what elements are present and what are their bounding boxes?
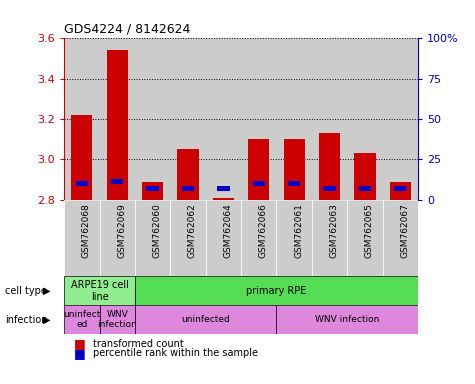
Bar bbox=[284, 139, 305, 200]
Bar bbox=[177, 149, 199, 200]
Bar bbox=[390, 182, 411, 200]
Text: ■: ■ bbox=[74, 337, 86, 350]
Bar bbox=[213, 198, 234, 200]
Bar bbox=[182, 186, 194, 190]
Bar bbox=[241, 200, 276, 276]
Bar bbox=[170, 38, 206, 200]
Text: GSM762064: GSM762064 bbox=[223, 204, 232, 258]
Bar bbox=[206, 38, 241, 200]
Text: GSM762062: GSM762062 bbox=[188, 204, 197, 258]
Text: transformed count: transformed count bbox=[93, 339, 183, 349]
Text: uninfect
ed: uninfect ed bbox=[63, 310, 101, 329]
Bar bbox=[135, 305, 276, 334]
Text: GSM762067: GSM762067 bbox=[400, 204, 409, 258]
Bar bbox=[241, 38, 276, 200]
Text: cell type: cell type bbox=[5, 286, 47, 296]
Bar bbox=[99, 305, 135, 334]
Bar bbox=[71, 115, 93, 200]
Text: WNV infection: WNV infection bbox=[315, 315, 380, 324]
Text: GSM762063: GSM762063 bbox=[330, 204, 339, 258]
Text: GSM762061: GSM762061 bbox=[294, 204, 303, 258]
Bar bbox=[288, 181, 300, 185]
Text: primary RPE: primary RPE bbox=[246, 286, 307, 296]
Bar bbox=[217, 186, 229, 190]
Bar bbox=[64, 38, 100, 200]
Text: GSM762060: GSM762060 bbox=[152, 204, 162, 258]
Bar bbox=[146, 186, 159, 190]
Bar bbox=[135, 276, 418, 305]
Bar bbox=[206, 200, 241, 276]
Bar bbox=[323, 186, 336, 190]
Text: ▶: ▶ bbox=[43, 314, 50, 325]
Bar bbox=[347, 38, 383, 200]
Text: GSM762069: GSM762069 bbox=[117, 204, 126, 258]
Bar bbox=[312, 38, 347, 200]
Bar bbox=[383, 200, 418, 276]
Bar bbox=[253, 181, 265, 185]
Bar bbox=[359, 186, 371, 190]
Bar bbox=[248, 139, 269, 200]
Bar bbox=[142, 182, 163, 200]
Text: GDS4224 / 8142624: GDS4224 / 8142624 bbox=[64, 23, 190, 36]
Bar bbox=[64, 305, 100, 334]
Text: ARPE19 cell
line: ARPE19 cell line bbox=[71, 280, 128, 302]
Bar bbox=[135, 38, 171, 200]
Bar bbox=[106, 50, 128, 200]
Text: ■: ■ bbox=[74, 347, 86, 360]
Text: ▶: ▶ bbox=[43, 286, 50, 296]
Bar bbox=[170, 200, 206, 276]
Text: GSM762065: GSM762065 bbox=[365, 204, 374, 258]
Bar bbox=[276, 200, 312, 276]
Bar bbox=[99, 38, 135, 200]
Bar bbox=[76, 181, 88, 185]
Bar bbox=[99, 200, 135, 276]
Bar bbox=[383, 38, 418, 200]
Bar bbox=[64, 200, 100, 276]
Text: WNV
infection: WNV infection bbox=[97, 310, 137, 329]
Text: GSM762068: GSM762068 bbox=[82, 204, 91, 258]
Bar bbox=[135, 200, 171, 276]
Bar bbox=[64, 276, 135, 305]
Text: GSM762066: GSM762066 bbox=[259, 204, 268, 258]
Text: infection: infection bbox=[5, 314, 47, 325]
Bar bbox=[394, 186, 407, 190]
Bar bbox=[276, 305, 418, 334]
Text: uninfected: uninfected bbox=[181, 315, 230, 324]
Bar bbox=[354, 153, 376, 200]
Bar bbox=[347, 200, 383, 276]
Bar bbox=[319, 133, 340, 200]
Bar bbox=[276, 38, 312, 200]
Bar bbox=[312, 200, 347, 276]
Text: percentile rank within the sample: percentile rank within the sample bbox=[93, 348, 257, 358]
Bar bbox=[111, 179, 124, 184]
